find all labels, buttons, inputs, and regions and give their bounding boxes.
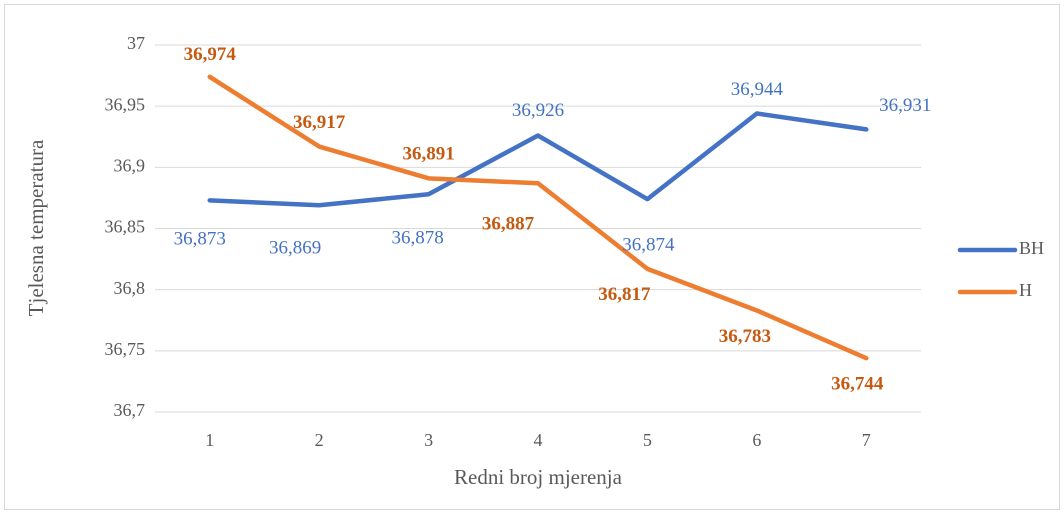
- data-label: 36,974: [184, 44, 237, 65]
- x-tick-label: 2: [315, 430, 324, 450]
- y-tick-label: 36,7: [114, 400, 146, 420]
- x-tick-label: 5: [643, 430, 652, 450]
- data-label: 36,926: [512, 100, 564, 121]
- chart-border: [4, 4, 1060, 510]
- y-tick-label: 36,9: [114, 155, 146, 175]
- data-label: 36,874: [622, 234, 675, 255]
- x-tick-label: 6: [752, 430, 761, 450]
- data-label: 36,891: [402, 144, 454, 165]
- x-axis-title: Redni broj mjerenja: [454, 465, 623, 489]
- data-label: 36,917: [293, 112, 346, 133]
- y-tick-label: 36,85: [105, 217, 146, 237]
- data-label: 36,878: [391, 228, 443, 249]
- y-tick-label: 36,95: [105, 94, 146, 114]
- y-tick-label: 36,8: [114, 278, 146, 298]
- x-tick-label: 1: [205, 430, 214, 450]
- data-label: 36,873: [174, 229, 226, 250]
- data-label: 36,887: [482, 214, 535, 235]
- y-axis-title: Tjelesna temperatura: [24, 139, 48, 316]
- data-label: 36,944: [731, 79, 784, 100]
- data-label: 36,817: [598, 284, 651, 305]
- y-tick-label: 37: [127, 33, 145, 53]
- legend-label: H: [1019, 280, 1032, 300]
- y-tick-label: 36,75: [105, 339, 146, 359]
- series-line: [207, 74, 869, 361]
- data-label: 36,744: [831, 374, 884, 395]
- data-label: 36,783: [719, 326, 771, 347]
- x-tick-label: 7: [862, 430, 871, 450]
- x-tick-label: 3: [424, 430, 433, 450]
- x-tick-label: 4: [534, 430, 543, 450]
- data-label: 36,869: [269, 238, 321, 259]
- series-line: [207, 111, 869, 208]
- legend-label: BH: [1019, 238, 1044, 258]
- data-label: 36,931: [879, 95, 931, 116]
